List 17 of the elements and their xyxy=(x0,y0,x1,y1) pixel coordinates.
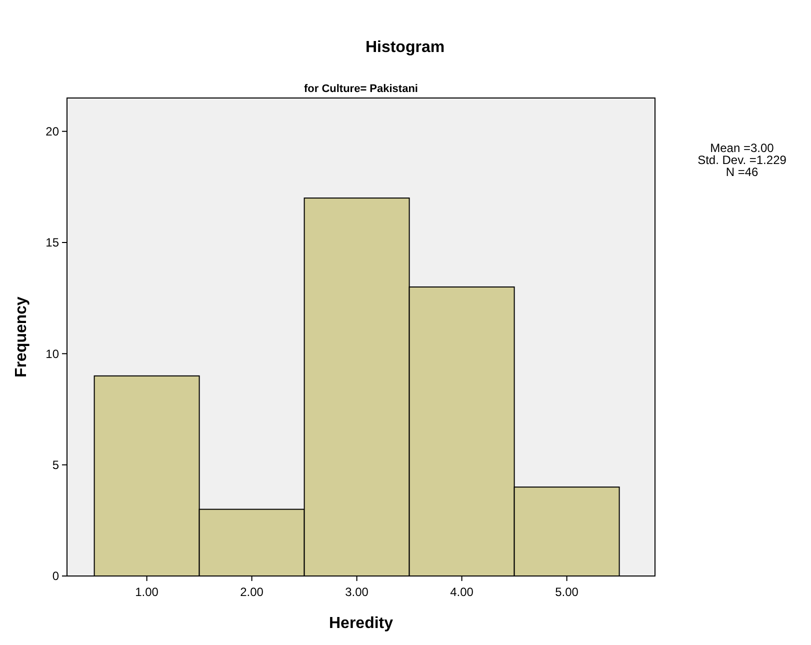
x-axis-title: Heredity xyxy=(328,615,394,632)
y-tick-label: 15 xyxy=(46,236,60,250)
x-tick-label: 5.00 xyxy=(555,585,579,599)
y-tick-label: 5 xyxy=(52,458,60,472)
text: N =46 xyxy=(726,165,758,179)
y-tick-label: 0 xyxy=(52,569,60,584)
x-tick-label: 2.00 xyxy=(240,585,264,599)
x-tick-label: 3.00 xyxy=(345,585,369,599)
chart-subtitle: for Culture= Pakistani xyxy=(304,83,418,95)
x-tick-label: 1.00 xyxy=(135,585,159,599)
text: Mean =3.00 xyxy=(710,141,774,155)
y-tick-label: 20 xyxy=(46,124,60,139)
text: Std. Dev. =1.229 xyxy=(698,153,787,167)
y-axis-title: Frequency xyxy=(13,296,30,378)
y-tick-label: 10 xyxy=(46,346,60,361)
x-tick-label: 4.00 xyxy=(450,585,474,599)
chart-title: Histogram xyxy=(365,39,445,56)
